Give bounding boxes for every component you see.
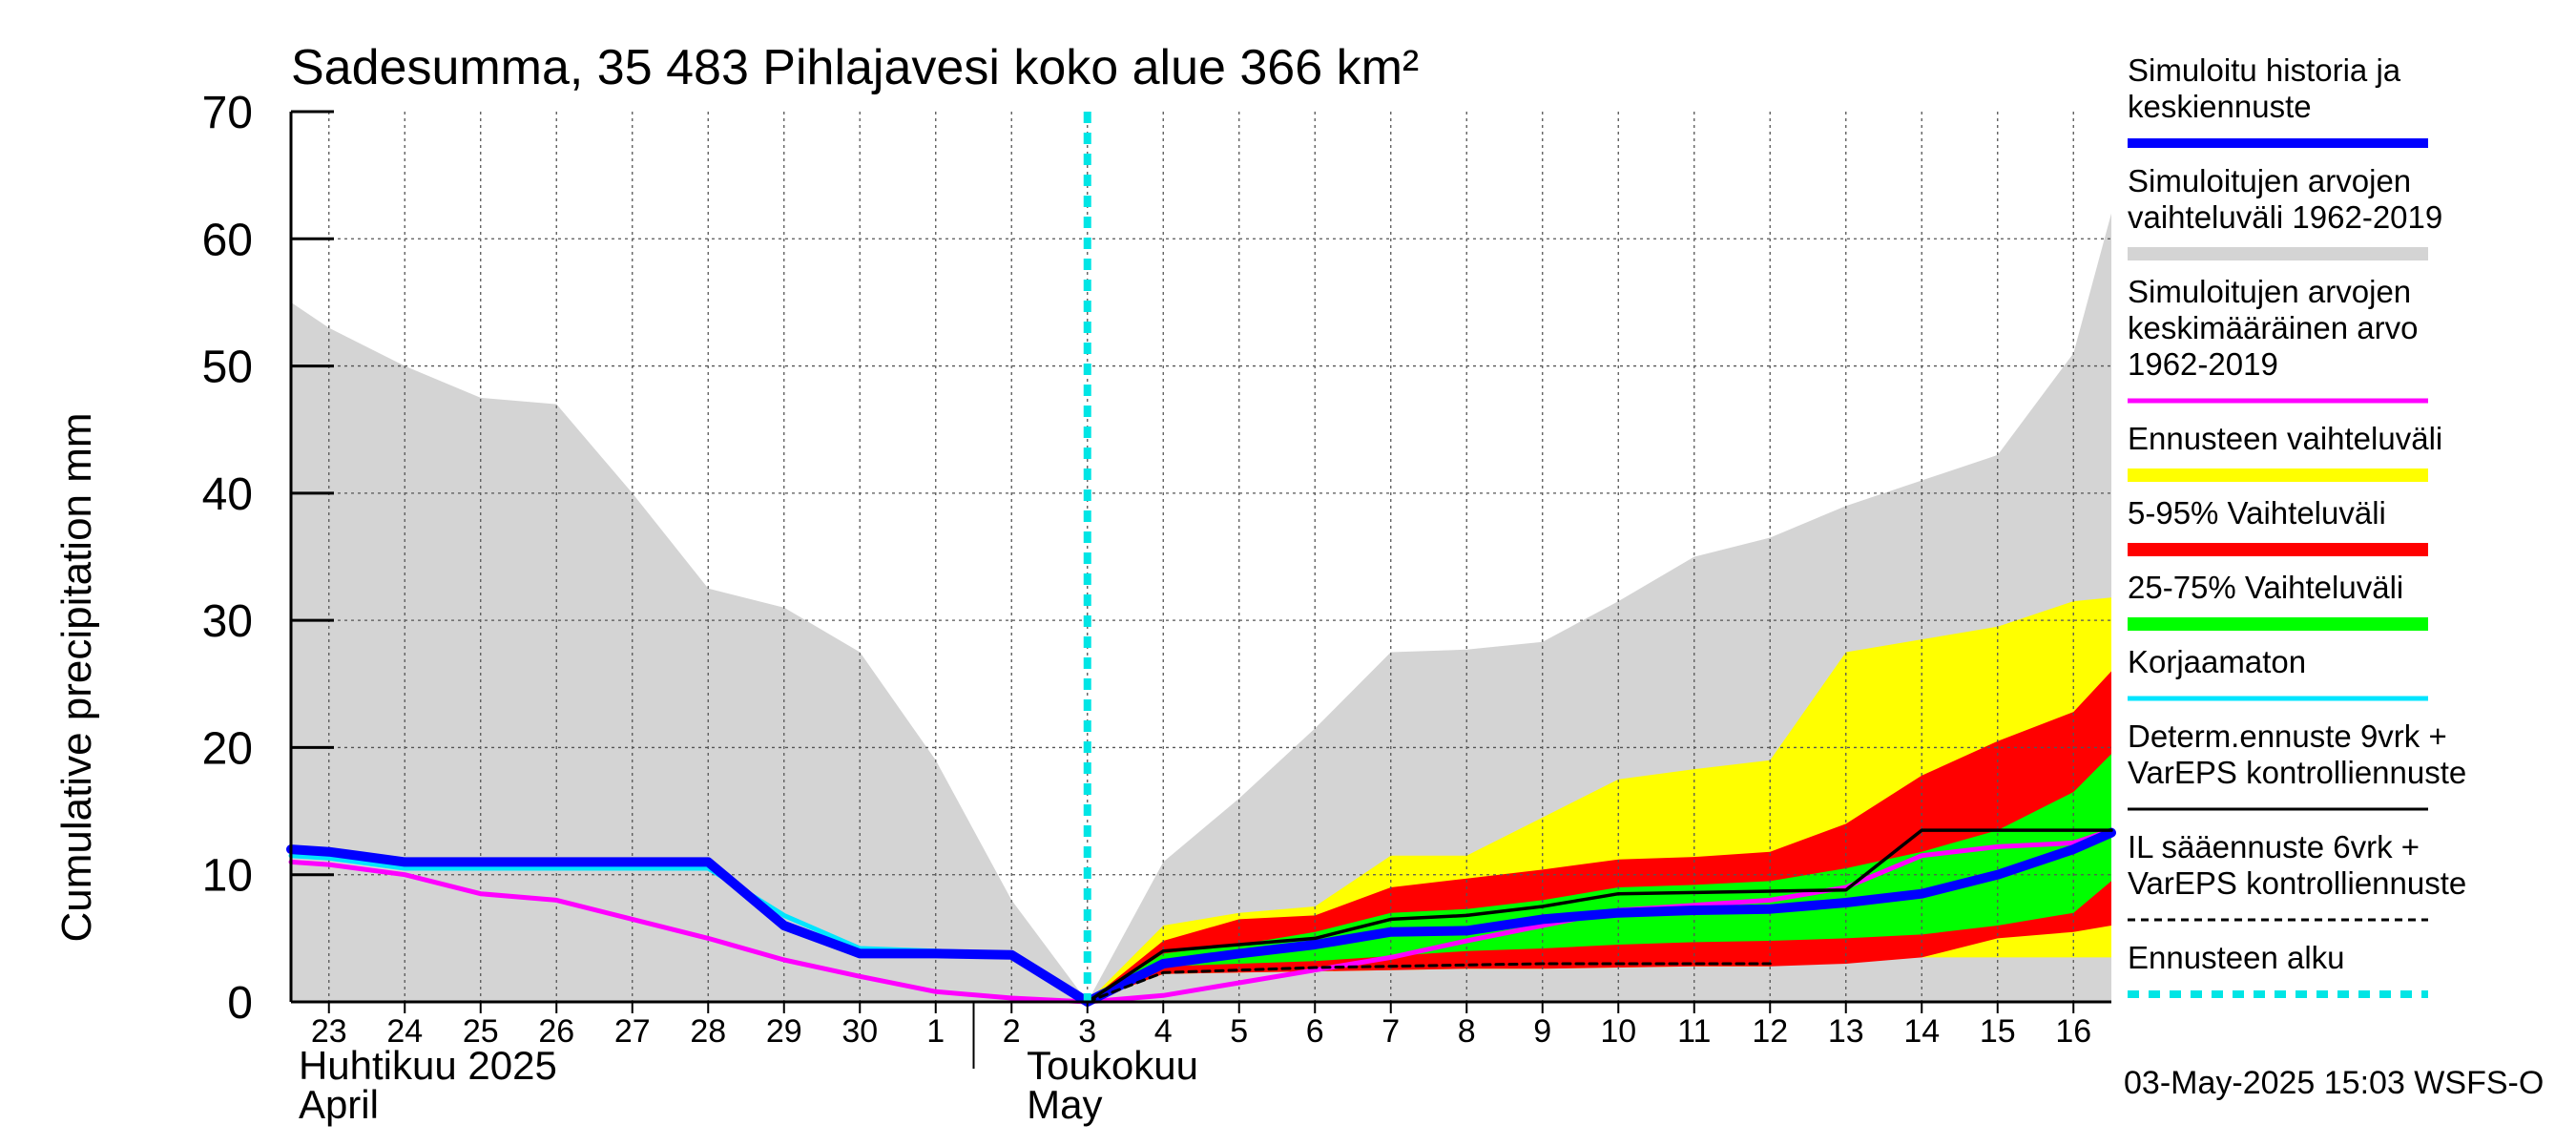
x-tick-label-6: 6 <box>1306 1013 1324 1050</box>
band-layer <box>291 213 2111 1003</box>
legend-label-6-0: Korjaamaton <box>2128 644 2306 679</box>
x-tick-label-30: 30 <box>841 1013 878 1050</box>
legend-label-7-1: VarEPS kontrolliennuste <box>2128 755 2466 790</box>
y-tick-label-10: 10 <box>202 851 253 902</box>
legend-label-2-2: 1962-2019 <box>2128 346 2278 382</box>
line-layer <box>286 112 2116 1007</box>
legend-label-4-0: 5-95% Vaihteluväli <box>2128 495 2386 531</box>
y-tick-label-30: 30 <box>202 596 253 647</box>
x-tick-label-10: 10 <box>1600 1013 1636 1050</box>
line-simuloitu-historia-ja-keskiennuste <box>286 827 2116 1007</box>
y-tick-label-50: 50 <box>202 343 253 393</box>
x-tick-label-14: 14 <box>1903 1013 1940 1050</box>
x-tick-label-27: 27 <box>614 1013 651 1050</box>
legend-label-8-0: IL sääennuste 6vrk + <box>2128 829 2420 864</box>
legend-label-8-1: VarEPS kontrolliennuste <box>2128 865 2466 901</box>
legend-label-2-1: keskimääräinen arvo <box>2128 310 2418 345</box>
x-tick-label-26: 26 <box>538 1013 574 1050</box>
x-tick-label-15: 15 <box>1980 1013 2016 1050</box>
y-tick-label-70: 70 <box>202 88 253 138</box>
legend-label-2-0: Simuloitujen arvojen <box>2128 274 2411 309</box>
x-tick-label-7: 7 <box>1381 1013 1400 1050</box>
legend-label-0-1: keskiennuste <box>2128 89 2312 124</box>
x-tick-label-28: 28 <box>690 1013 726 1050</box>
legend-label-3-0: Ennusteen vaihteluväli <box>2128 421 2442 456</box>
month-label-april-fi: Huhtikuu 2025 <box>299 1043 557 1088</box>
x-tick-label-29: 29 <box>766 1013 802 1050</box>
x-tick-label-8: 8 <box>1458 1013 1476 1050</box>
x-tick-label-11: 11 <box>1677 1013 1711 1050</box>
x-tick-label-23: 23 <box>311 1013 347 1050</box>
x-tick-label-16: 16 <box>2055 1013 2091 1050</box>
legend-label-0-0: Simuloitu historia ja <box>2128 52 2401 88</box>
x-tick-label-25: 25 <box>463 1013 499 1050</box>
legend-label-1-0: Simuloitujen arvojen <box>2128 163 2411 198</box>
y-axis-label: Cumulative precipitation mm <box>53 412 100 942</box>
x-tick-label-2: 2 <box>1003 1013 1021 1050</box>
y-tick-label-60: 60 <box>202 215 253 265</box>
x-tick-label-12: 12 <box>1752 1013 1788 1050</box>
x-tick-label-13: 13 <box>1828 1013 1864 1050</box>
x-tick-label-4: 4 <box>1154 1013 1173 1050</box>
month-label-may-fi: Toukokuu <box>1027 1043 1198 1088</box>
timestamp-label: 03-May-2025 15:03 WSFS-O <box>2124 1065 2544 1101</box>
y-tick-label-0: 0 <box>227 978 253 1029</box>
legend-label-5-0: 25-75% Vaihteluväli <box>2128 570 2403 605</box>
chart-title: Sadesumma, 35 483 Pihlajavesi koko alue … <box>291 40 1419 95</box>
line-determ-ennuste-9vrk-vareps-kontrolliennuste <box>1086 828 2113 1004</box>
month-label-may-en: May <box>1027 1082 1102 1127</box>
y-tick-label-40: 40 <box>202 469 253 520</box>
legend-label-1-1: vaihteluväli 1962-2019 <box>2128 199 2442 235</box>
line-il-saaennuste-6vrk-vareps-kontrolliennuste <box>1086 962 1772 1004</box>
legend-label-7-0: Determ.ennuste 9vrk + <box>2128 718 2447 754</box>
month-label-april-en: April <box>299 1082 379 1127</box>
legend-label-9-0: Ennusteen alku <box>2128 940 2345 975</box>
x-tick-label-5: 5 <box>1230 1013 1248 1050</box>
x-tick-label-24: 24 <box>386 1013 423 1050</box>
x-tick-label-1: 1 <box>926 1013 945 1050</box>
y-tick-label-20: 20 <box>202 723 253 774</box>
x-tick-label-3: 3 <box>1078 1013 1096 1050</box>
x-tick-label-9: 9 <box>1533 1013 1551 1050</box>
